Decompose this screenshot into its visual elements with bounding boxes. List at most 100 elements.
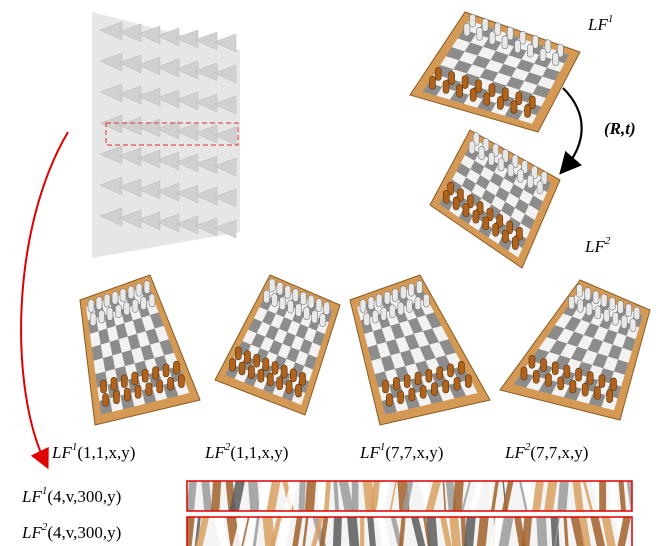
chess-piece [288, 300, 294, 313]
chess-piece [594, 386, 600, 399]
chess-piece [420, 385, 426, 398]
view-label: LF1(1,1,x,y) [51, 441, 135, 462]
chess-piece [634, 307, 640, 320]
chess-piece [128, 286, 134, 299]
chess-piece [585, 288, 591, 301]
label-args: (4,v,300,y) [47, 487, 121, 506]
label-args: (7,7,x,y) [530, 443, 588, 462]
chess-piece [577, 284, 583, 297]
chess-piece [465, 375, 471, 388]
label-args: (4,v,300,y) [47, 523, 121, 542]
chess-piece [558, 377, 564, 390]
chess-piece [230, 358, 236, 371]
chess-piece [479, 147, 485, 160]
chess-piece [415, 372, 421, 385]
chess-piece [272, 361, 278, 374]
chess-piece [469, 141, 475, 154]
chess-piece [146, 383, 152, 396]
chess-piece [368, 297, 374, 310]
chess-piece [431, 383, 437, 396]
chess-piece [470, 88, 476, 101]
chess-piece [423, 294, 429, 307]
chess-piece [564, 365, 570, 378]
chess-piece [429, 76, 435, 89]
chess-piece [630, 319, 636, 332]
chess-piece [545, 374, 551, 387]
chess-piece [525, 104, 531, 117]
chess-piece [553, 53, 559, 66]
chessboard [80, 275, 200, 425]
epi-stripe [352, 481, 359, 511]
chess-piece [612, 312, 618, 325]
chess-piece [586, 303, 592, 316]
view-label: LF2(4,v,300,y) [21, 521, 121, 542]
chessboard [430, 130, 560, 268]
epi-stripe [599, 481, 606, 511]
chess-piece [263, 358, 269, 371]
chess-piece [258, 369, 264, 382]
chess-piece [529, 355, 535, 368]
epi-strips [184, 481, 637, 546]
chess-piece [443, 190, 449, 203]
chess-piece [308, 295, 314, 308]
chess-piece [552, 362, 558, 375]
chess-piece [617, 300, 623, 313]
chess-piece [264, 290, 270, 303]
chess-piece [120, 289, 126, 302]
chess-piece [136, 283, 142, 296]
chess-piece [437, 367, 443, 380]
label-base: LF [21, 523, 42, 542]
chess-piece [304, 307, 310, 320]
chess-piece [435, 67, 441, 80]
chess-piece [443, 380, 449, 393]
label-base: LF [587, 15, 608, 34]
chess-piece [527, 175, 533, 188]
chess-piece [515, 40, 521, 53]
chess-piece [121, 375, 127, 388]
chess-piece [498, 158, 504, 171]
chess-piece [477, 27, 483, 40]
chess-piece [277, 282, 283, 295]
chess-piece [157, 380, 163, 393]
chess-piece [272, 293, 278, 306]
chess-piece [448, 364, 454, 377]
chess-piece [124, 388, 130, 401]
chess-piece [320, 314, 326, 327]
chess-piece [112, 291, 118, 304]
chess-piece [267, 373, 273, 386]
chess-piece [244, 351, 250, 364]
chess-piece [443, 80, 449, 93]
chess-piece [497, 96, 503, 109]
chess-piece [132, 372, 138, 385]
lf2-label: LF2 [584, 235, 611, 256]
chess-piece [493, 223, 499, 236]
chess-piece [372, 310, 378, 323]
label-sup: 1 [608, 13, 614, 25]
chess-piece [280, 297, 286, 310]
chess-piece [611, 378, 617, 391]
chess-piece [458, 361, 464, 374]
chess-piece [376, 294, 382, 307]
chess-piece [400, 286, 406, 299]
chess-piece [96, 297, 102, 310]
chess-piece [163, 364, 169, 377]
chess-piece [595, 306, 601, 319]
chess-piece [104, 294, 110, 307]
chess-piece [521, 367, 527, 380]
chess-piece [111, 377, 117, 390]
chess-piece [277, 377, 283, 390]
label-base: LF [359, 443, 380, 462]
chess-piece [408, 283, 414, 296]
chess-piece [484, 92, 490, 105]
chess-piece [541, 359, 547, 372]
label-args: (1,1,x,y) [77, 443, 135, 462]
chess-piece [601, 294, 607, 307]
chess-piece [107, 307, 113, 320]
chess-piece [386, 393, 392, 406]
chess-piece [576, 368, 582, 381]
lf1-label: LF1 [587, 13, 613, 34]
chess-piece [173, 361, 179, 374]
chess-piece [115, 305, 121, 318]
epi-stripe [360, 517, 364, 546]
chess-piece [99, 310, 105, 323]
